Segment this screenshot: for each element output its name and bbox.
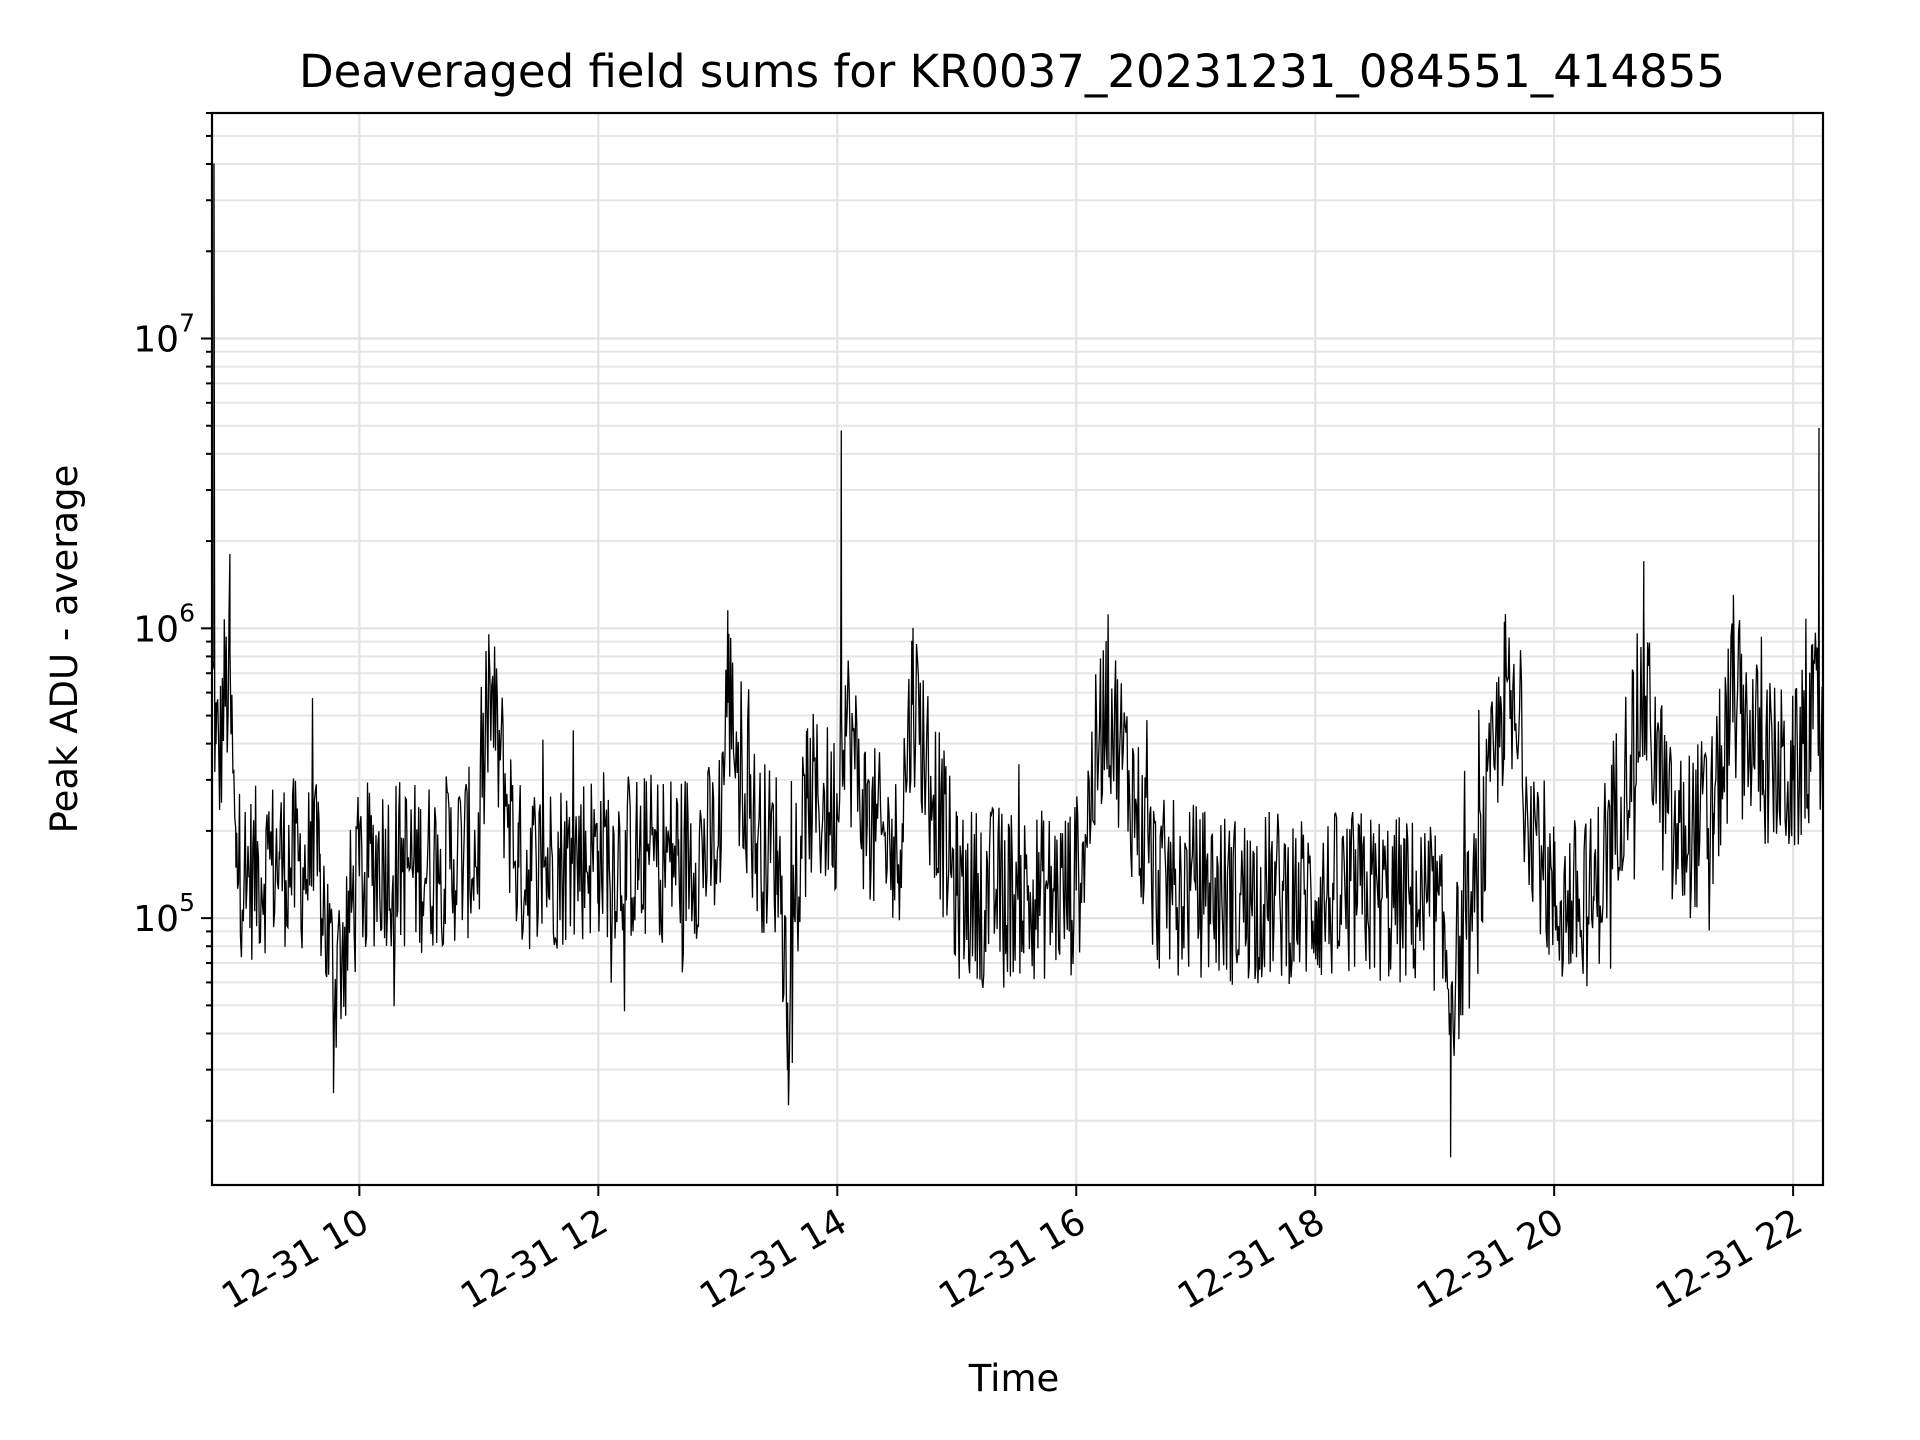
data-point <box>1503 621 1505 623</box>
data-point <box>995 889 998 891</box>
y-axis-label: Peak ADU - average <box>43 465 86 834</box>
y-tick-exponent: 7 <box>179 309 195 338</box>
y-tick-base: 10 <box>133 899 179 940</box>
data-point <box>866 824 868 826</box>
data-point <box>1274 894 1276 896</box>
data-point <box>557 862 560 864</box>
grid <box>212 112 1823 1185</box>
data-point <box>1075 889 1077 891</box>
data-point <box>488 634 490 636</box>
data-point <box>1155 884 1157 886</box>
data-point <box>1762 759 1764 762</box>
y-tick-base: 10 <box>133 320 179 361</box>
data-point <box>332 1092 335 1094</box>
data-point <box>836 812 838 814</box>
data-point <box>219 759 221 762</box>
y-tick-exponent: 5 <box>179 888 195 917</box>
y-tick-label: 106 <box>133 598 195 650</box>
y-tick-label: 107 <box>133 309 195 361</box>
data-point <box>1792 779 1794 781</box>
data-point <box>727 610 729 612</box>
data-point <box>896 858 898 860</box>
data-point <box>1105 640 1107 643</box>
y-tick-exponent: 6 <box>179 598 195 627</box>
data-point <box>1812 728 1814 730</box>
data-point <box>213 163 215 165</box>
data-point <box>786 1069 789 1071</box>
data-point <box>279 858 281 860</box>
data-point <box>318 870 321 872</box>
data-point <box>597 850 599 852</box>
data-point <box>1234 899 1237 902</box>
series-line <box>211 163 1824 1157</box>
data-point <box>358 875 360 877</box>
data-point <box>757 843 759 845</box>
data-point <box>249 875 251 877</box>
data-point <box>637 858 639 860</box>
data-point <box>1732 594 1734 596</box>
data-point <box>1818 427 1820 429</box>
data-point <box>418 866 420 868</box>
data-point <box>518 866 520 868</box>
data-point <box>1394 899 1396 902</box>
data-point <box>235 866 237 868</box>
data-point <box>1712 812 1715 814</box>
data-point <box>1593 899 1595 902</box>
data-point <box>478 850 480 852</box>
data-point <box>956 894 958 896</box>
y-tick-base: 10 <box>133 609 179 650</box>
data-point <box>1473 911 1476 913</box>
data-point <box>1195 889 1197 891</box>
data-point <box>1035 894 1038 896</box>
data-point <box>1354 894 1356 896</box>
data-point <box>806 797 809 799</box>
data-point <box>1643 560 1645 563</box>
data-point <box>1553 905 1555 907</box>
data-point <box>776 850 779 852</box>
data-point <box>1673 843 1675 845</box>
data-point <box>677 854 679 856</box>
data-point <box>1434 905 1436 907</box>
data-point <box>1450 1156 1452 1158</box>
data-point <box>840 430 842 432</box>
data-point <box>215 743 217 745</box>
data-point <box>717 847 719 849</box>
data-point <box>229 553 231 555</box>
chart-title: Deaveraged field sums for KR0037_2023123… <box>299 45 1725 98</box>
y-tick-label: 105 <box>133 888 195 940</box>
data-point <box>378 858 380 860</box>
data-point <box>1314 899 1316 902</box>
plot-frame <box>210 111 1825 1187</box>
data-point <box>223 692 225 694</box>
x-axis-label: Time <box>968 1357 1060 1400</box>
data-point <box>912 627 914 629</box>
